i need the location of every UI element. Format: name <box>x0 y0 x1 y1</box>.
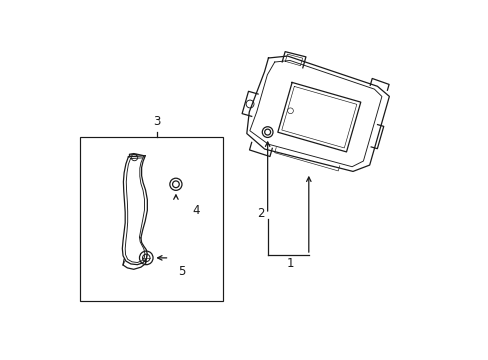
Text: 3: 3 <box>153 115 161 128</box>
Text: 4: 4 <box>192 204 200 217</box>
Bar <box>80 137 223 301</box>
Text: 2: 2 <box>257 207 264 220</box>
Text: 5: 5 <box>178 265 185 278</box>
Text: 1: 1 <box>286 257 293 270</box>
